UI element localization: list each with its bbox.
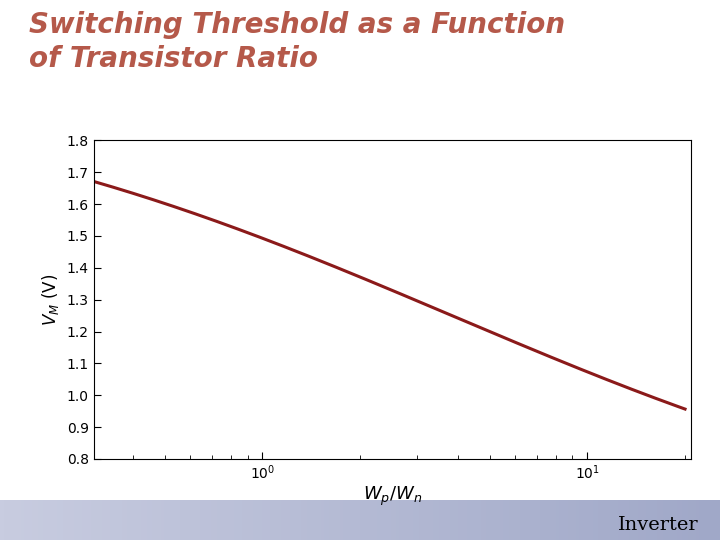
Y-axis label: $V_M$ (V): $V_M$ (V) (40, 274, 61, 326)
X-axis label: $W_p/W_n$: $W_p/W_n$ (363, 485, 422, 509)
Text: Switching Threshold as a Function
of Transistor Ratio: Switching Threshold as a Function of Tra… (29, 11, 565, 73)
Text: Inverter: Inverter (618, 516, 698, 534)
